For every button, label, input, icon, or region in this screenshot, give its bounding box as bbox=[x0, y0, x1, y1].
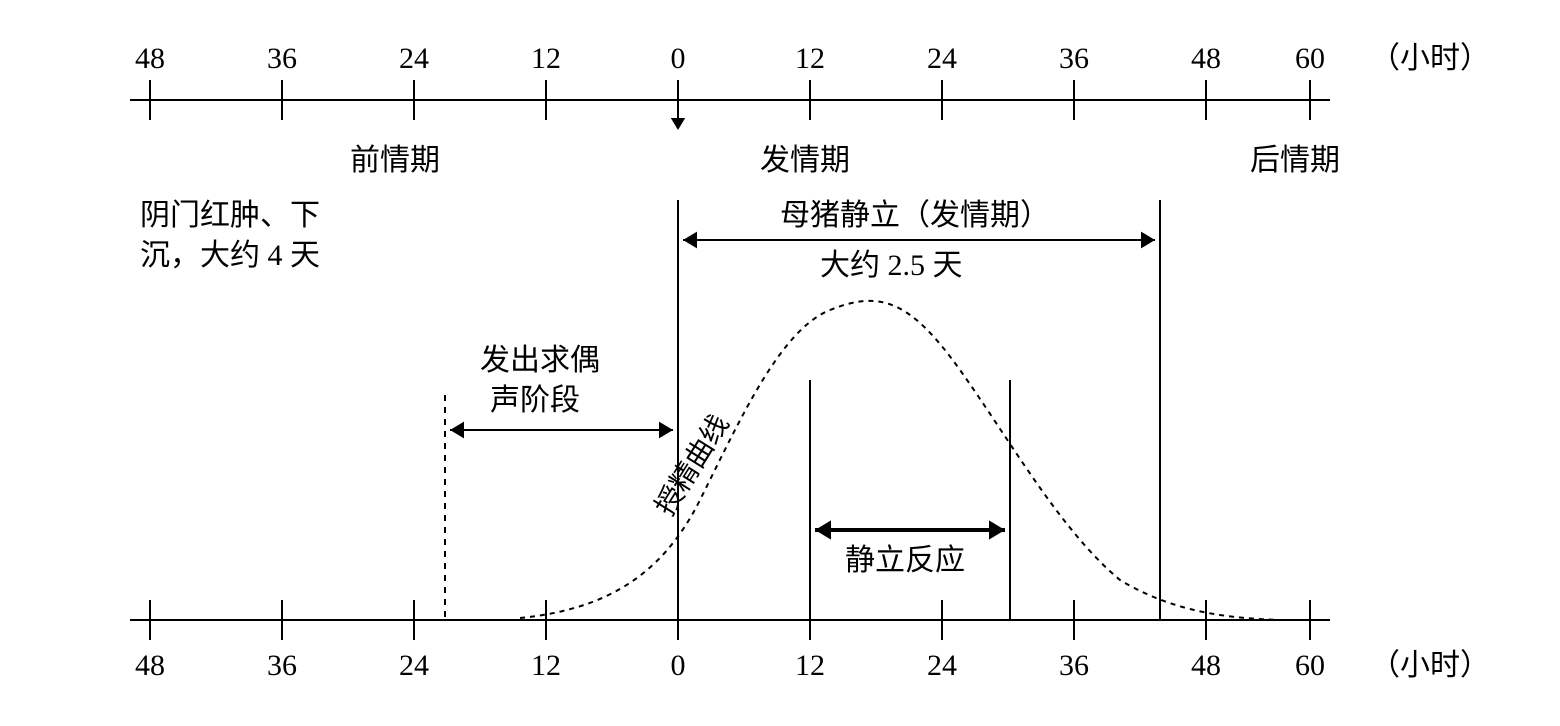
phase-label: 前情期 bbox=[350, 144, 440, 177]
phase-label: 后情期 bbox=[1250, 144, 1340, 177]
bottom-tick-label: 12 bbox=[795, 649, 825, 682]
courtship-label2: 声阶段 bbox=[490, 384, 580, 417]
phase-label: 发情期 bbox=[760, 144, 850, 177]
top-tick-label: 48 bbox=[135, 42, 165, 75]
bottom-tick-label: 48 bbox=[135, 649, 165, 682]
bottom-tick-label: 0 bbox=[671, 649, 686, 682]
standing-range-label1: 母猪静立（发情期） bbox=[780, 199, 1050, 232]
bottom-tick-label: 24 bbox=[399, 649, 429, 682]
left-note-line2: 沉，大约 4 天 bbox=[140, 239, 320, 272]
estrus-diagram: 48 36 24 12 0 12 24 36 48 60 （小时） 48 36 24 12 0 12 24 36 48… bbox=[0, 0, 1560, 726]
top-unit-label: （小时） bbox=[1370, 42, 1490, 75]
top-tick-label: 36 bbox=[1059, 42, 1089, 75]
bottom-tick-label: 60 bbox=[1295, 649, 1325, 682]
top-tick-label: 12 bbox=[531, 42, 561, 75]
top-tick-label: 12 bbox=[795, 42, 825, 75]
bottom-tick-label: 24 bbox=[927, 649, 957, 682]
top-tick-label: 60 bbox=[1295, 42, 1325, 75]
left-note-line1: 阴门红肿、下 bbox=[140, 199, 320, 232]
bottom-tick-label: 36 bbox=[1059, 649, 1089, 682]
bottom-tick-label: 12 bbox=[531, 649, 561, 682]
bottom-unit-label: （小时） bbox=[1370, 649, 1490, 682]
top-tick-label: 36 bbox=[267, 42, 297, 75]
bottom-tick-label: 48 bbox=[1191, 649, 1221, 682]
top-tick-label: 0 bbox=[671, 42, 686, 75]
top-tick-label: 24 bbox=[399, 42, 429, 75]
bottom-tick-label: 36 bbox=[267, 649, 297, 682]
courtship-label1: 发出求偶 bbox=[480, 344, 600, 377]
standing-range-label2: 大约 2.5 天 bbox=[820, 249, 963, 282]
standing-response-label: 静立反应 bbox=[845, 544, 965, 577]
top-tick-label: 24 bbox=[927, 42, 957, 75]
top-tick-label: 48 bbox=[1191, 42, 1221, 75]
